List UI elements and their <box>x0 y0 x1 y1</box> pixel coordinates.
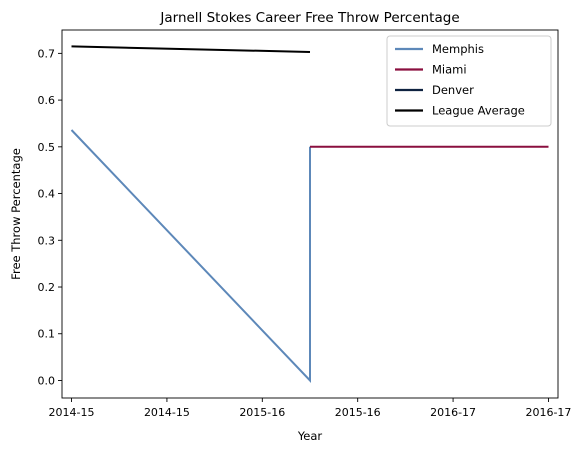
series-line-league-average <box>71 45 311 53</box>
y-tick-label: 0.0 <box>38 374 56 387</box>
x-axis: 2014-15 2014-15 2015-16 2015-16 2016-17 2016-… <box>49 398 571 419</box>
y-axis: 0.0 0.1 0.2 0.3 0.4 0.5 0.6 0.7 <box>38 47 62 387</box>
x-axis-label: Year <box>297 429 323 443</box>
y-tick-label: 0.1 <box>38 328 56 341</box>
x-tick-label: 2015-16 <box>335 406 381 419</box>
series-line-memphis <box>70 129 311 384</box>
series-lines <box>70 45 549 384</box>
y-tick-label: 0.6 <box>38 94 56 107</box>
y-tick-label: 0.5 <box>38 141 56 154</box>
legend-frame <box>386 35 552 127</box>
legend: Memphis Miami Denver League Average <box>386 35 552 127</box>
y-tick-label: 0.7 <box>38 47 56 60</box>
x-tick-label: 2016-17 <box>525 406 571 419</box>
legend-label-memphis: Memphis <box>432 42 484 56</box>
y-axis-label: Free Throw Percentage <box>9 148 23 280</box>
y-tick-label: 0.3 <box>38 234 56 247</box>
x-tick-label: 2016-17 <box>430 406 476 419</box>
y-tick-label: 0.2 <box>38 281 56 294</box>
legend-label-league-average: League Average <box>432 104 525 118</box>
legend-label-denver: Denver <box>432 83 474 97</box>
legend-label-miami: Miami <box>432 63 467 77</box>
x-tick-label: 2014-15 <box>144 406 190 419</box>
x-tick-label: 2015-16 <box>239 406 285 419</box>
chart-title: Jarnell Stokes Career Free Throw Percent… <box>159 10 459 26</box>
plot-area <box>61 29 559 399</box>
y-tick-label: 0.4 <box>38 188 56 201</box>
x-tick-label: 2014-15 <box>49 406 95 419</box>
